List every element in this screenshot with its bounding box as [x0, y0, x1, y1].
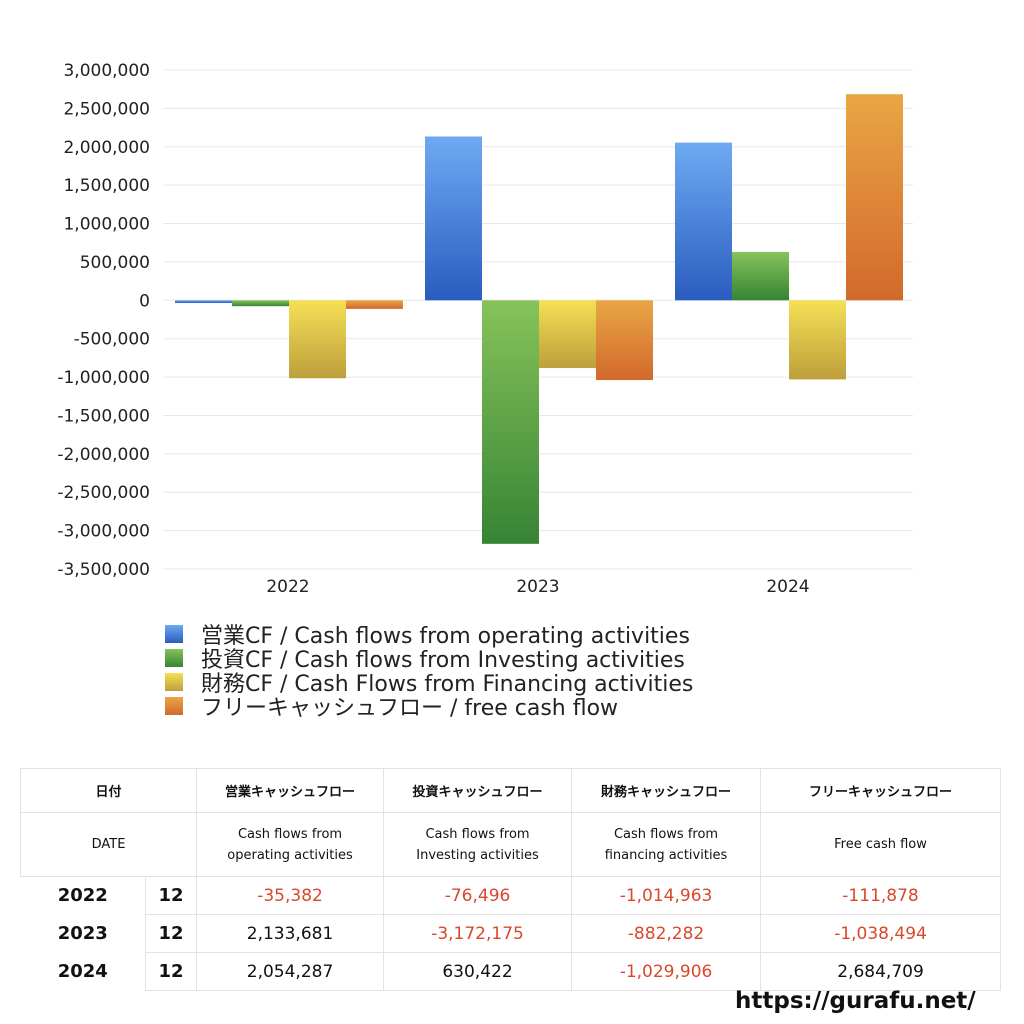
y-tick-label: 2,500,000 [63, 99, 150, 119]
y-tick-label: -3,000,000 [57, 522, 150, 542]
cash-flow-bar-chart: 3,000,000 2,500,000 2,000,000 1,500,000 1,00… [57, 61, 913, 597]
legend-swatch [165, 697, 183, 715]
x-tick-label: 2022 [266, 577, 309, 597]
header-date-jp: 日付 [19, 768, 198, 813]
legend-label: 財務CF / Cash Flows from Financing activit… [201, 672, 694, 697]
bar [596, 300, 653, 381]
value-cell: 2,684,709 [760, 952, 1002, 991]
value-cell: 2,054,287 [196, 952, 385, 991]
bar [732, 251, 789, 301]
header-operating-en: Cash flows from operating activities [196, 812, 385, 877]
bar [846, 94, 903, 301]
table-row: 2022 12 -35,382 -76,496 -1,014,963 -111,878 [20, 876, 1002, 915]
header-row-en: DATE Cash flows from operating activitie… [19, 812, 1002, 877]
year-cell: 2022 [20, 876, 146, 915]
y-tick-label: 1,500,000 [63, 176, 150, 196]
bar [175, 300, 232, 304]
y-tick-label: -2,500,000 [57, 483, 150, 503]
legend-item: 財務CF / Cash Flows from Financing activit… [165, 670, 693, 697]
value-cell: -76,496 [383, 876, 573, 915]
header-free-jp: フリーキャッシュフロー [760, 768, 1002, 813]
y-tick-label: 3,000,000 [63, 61, 150, 81]
header-date-en: DATE [19, 812, 198, 877]
cash-flow-table: 日付 営業キャッシュフロー 投資キャッシュフロー 財務キャッシュフロー フリーキ… [19, 768, 1002, 991]
value-cell: -1,029,906 [571, 952, 762, 991]
legend-swatch [165, 625, 183, 643]
y-tick-label: -500,000 [74, 330, 150, 350]
value-cell: -3,172,175 [383, 914, 573, 953]
header-financing-jp: 財務キャッシュフロー [571, 768, 762, 813]
legend-label: 営業CF / Cash flows from operating activit… [201, 624, 690, 649]
bar [289, 300, 346, 379]
y-tick-label: 2,000,000 [63, 138, 150, 158]
y-tick-label: -2,000,000 [57, 445, 150, 465]
bar [482, 300, 539, 544]
value-cell: -111,878 [760, 876, 1002, 915]
year-cell: 2023 [20, 914, 146, 953]
legend-label: 投資CF / Cash flows from Investing activit… [201, 648, 685, 673]
value-cell: -1,038,494 [760, 914, 1002, 953]
legend-swatch [165, 673, 183, 691]
month-cell: 12 [144, 914, 198, 953]
legend-item: 投資CF / Cash flows from Investing activit… [165, 646, 693, 673]
bar [346, 300, 403, 309]
value-cell: -1,014,963 [571, 876, 762, 915]
value-cell: -882,282 [571, 914, 762, 953]
header-financing-en: Cash flows from financing activities [571, 812, 762, 877]
legend-label: フリーキャッシュフロー / free cash flow [201, 696, 619, 721]
header-investing-en: Cash flows from Investing activities [383, 812, 573, 877]
header-investing-jp: 投資キャッシュフロー [383, 768, 573, 813]
y-tick-label: 1,000,000 [63, 215, 150, 235]
table-row: 2023 12 2,133,681 -3,172,175 -882,282 -1,038,… [20, 914, 1002, 953]
year-cell: 2024 [20, 952, 146, 991]
bar [539, 300, 596, 369]
y-tick-label: -1,500,000 [57, 406, 150, 426]
chart-legend: 営業CF / Cash flows from operating activit… [165, 622, 693, 721]
header-operating-jp: 営業キャッシュフロー [196, 768, 385, 813]
header-row-jp: 日付 営業キャッシュフロー 投資キャッシュフロー 財務キャッシュフロー フリーキ… [19, 768, 1002, 813]
bar [789, 300, 846, 380]
month-cell: 12 [144, 952, 198, 991]
bar [675, 142, 732, 301]
y-tick-label: -3,500,000 [57, 560, 150, 580]
x-tick-label: 2024 [766, 577, 809, 597]
x-tick-label: 2023 [516, 577, 559, 597]
legend-item: 営業CF / Cash flows from operating activit… [165, 622, 693, 649]
site-url[interactable]: https://gurafu.net/ [735, 988, 976, 1014]
y-tick-label: -1,000,000 [57, 368, 150, 388]
bar [425, 136, 482, 301]
value-cell: 2,133,681 [196, 914, 385, 953]
legend-swatch [165, 649, 183, 667]
header-free-en: Free cash flow [760, 812, 1002, 877]
y-tick-label: 500,000 [80, 253, 150, 273]
value-cell: -35,382 [196, 876, 385, 915]
value-cell: 630,422 [383, 952, 573, 991]
y-tick-label: 0 [139, 291, 150, 311]
month-cell: 12 [144, 876, 198, 915]
legend-item: フリーキャッシュフロー / free cash flow [165, 694, 693, 721]
table-row: 2024 12 2,054,287 630,422 -1,029,906 2,684,70… [20, 952, 1002, 991]
bar [232, 300, 289, 307]
